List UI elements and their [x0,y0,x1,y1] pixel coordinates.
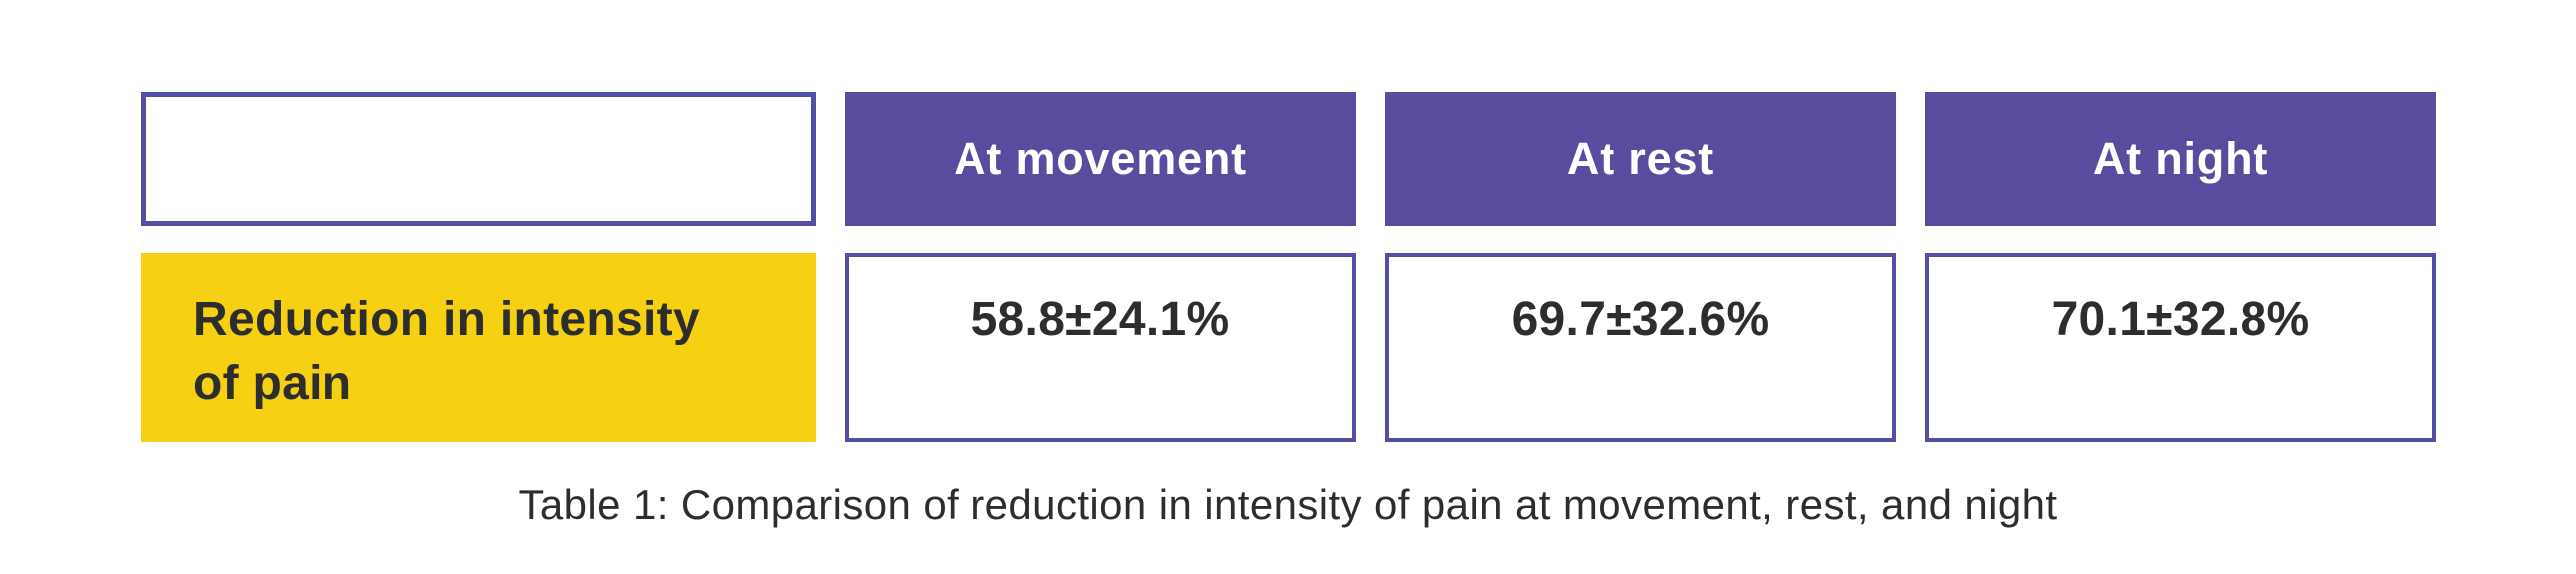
column-header-at-movement-label: At movement [954,133,1247,184]
value-cell-at-movement: 58.8±24.1% [845,253,1356,442]
row-header-label: Reduction in intensity of pain [193,293,700,410]
column-header-at-night: At night [1925,92,2436,226]
value-at-rest: 69.7±32.6% [1511,293,1770,346]
value-at-night: 70.1±32.8% [2051,293,2310,346]
table-corner-cell [141,92,816,226]
value-cell-at-night: 70.1±32.8% [1925,253,2436,442]
table-caption: Table 1: Comparison of reduction in inte… [518,481,2058,528]
value-at-movement: 58.8±24.1% [970,293,1230,346]
row-header-reduction-in-intensity-of-pain: Reduction in intensity of pain [141,253,816,442]
column-header-at-movement: At movement [845,92,1356,226]
pain-reduction-table: At movement At rest At night Reduction i… [141,92,2436,442]
value-cell-at-rest: 69.7±32.6% [1385,253,1896,442]
column-header-at-night-label: At night [2092,133,2269,184]
column-header-at-rest: At rest [1385,92,1896,226]
column-header-at-rest-label: At rest [1566,133,1715,184]
